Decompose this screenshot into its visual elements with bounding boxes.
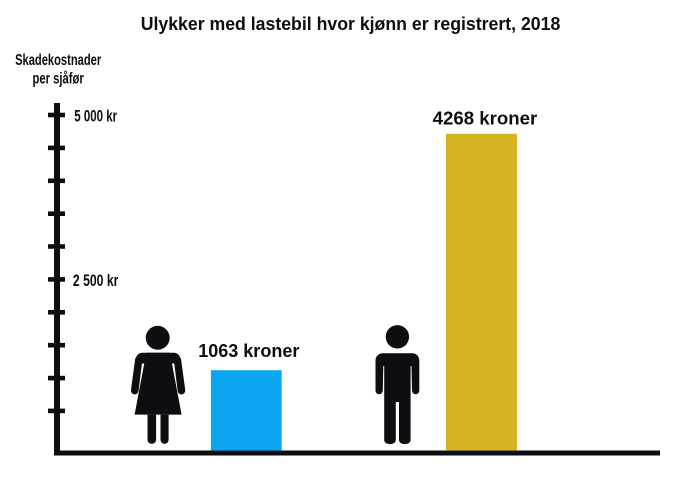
svg-text:Skadekostnader: Skadekostnader <box>15 52 101 69</box>
svg-text:5 000 kr: 5 000 kr <box>74 107 117 126</box>
svg-text:1063 kroner: 1063 kroner <box>198 341 299 361</box>
svg-text:per sjåfør: per sjåfør <box>33 71 84 88</box>
svg-text:2 500 kr: 2 500 kr <box>73 271 119 290</box>
svg-text:Ulykker med lastebil hvor kjøn: Ulykker med lastebil hvor kjønn er regis… <box>141 14 561 34</box>
svg-text:4268 kroner: 4268 kroner <box>433 109 538 129</box>
